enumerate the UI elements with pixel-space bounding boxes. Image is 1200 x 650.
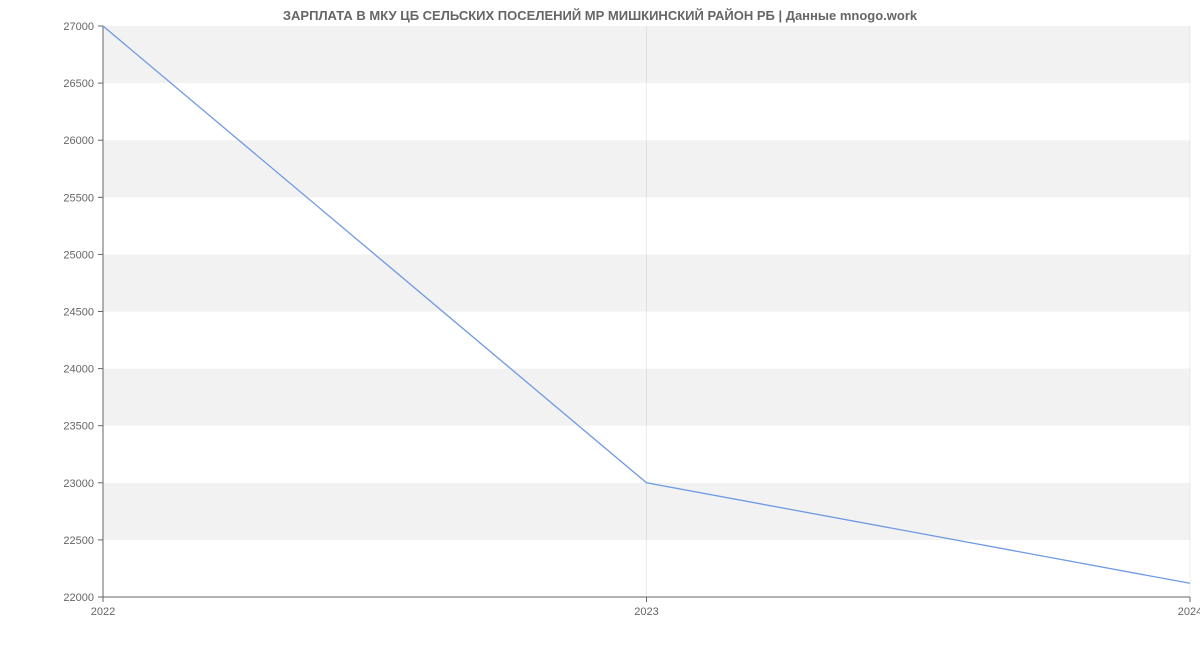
y-tick-label: 22000 bbox=[63, 592, 94, 604]
y-tick-label: 23500 bbox=[63, 421, 94, 433]
y-tick-label: 26000 bbox=[63, 135, 94, 147]
y-tick-label: 22500 bbox=[63, 535, 94, 547]
x-tick-label: 2022 bbox=[91, 606, 115, 618]
y-tick-label: 26500 bbox=[63, 78, 94, 90]
salary-line-chart: ЗАРПЛАТА В МКУ ЦБ СЕЛЬСКИХ ПОСЕЛЕНИЙ МР … bbox=[0, 0, 1200, 650]
y-tick-label: 23000 bbox=[63, 478, 94, 490]
y-tick-label: 25500 bbox=[63, 192, 94, 204]
y-tick-label: 27000 bbox=[63, 21, 94, 33]
x-tick-label: 2024 bbox=[1178, 606, 1200, 618]
y-tick-label: 24500 bbox=[63, 307, 94, 319]
y-tick-label: 25000 bbox=[63, 249, 94, 261]
y-tick-label: 24000 bbox=[63, 364, 94, 376]
x-tick-label: 2023 bbox=[634, 606, 658, 618]
chart-svg: 22000 22500 23000 23500 24000 24500 25000 25500… bbox=[0, 0, 1200, 650]
